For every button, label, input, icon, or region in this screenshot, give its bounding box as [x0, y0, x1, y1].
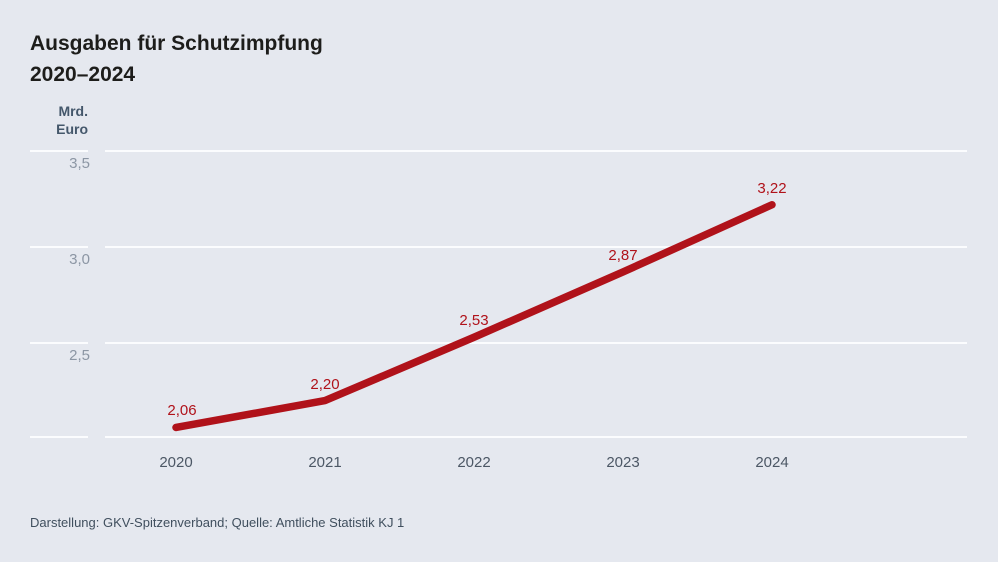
- data-point-label: 2,06: [167, 402, 197, 420]
- y-tick-label: 2,5: [69, 347, 90, 364]
- source-note: Darstellung: GKV-Spitzenverband; Quelle:…: [30, 515, 405, 530]
- chart-title: Ausgaben für Schutzimpfung 2020–2024: [30, 32, 323, 86]
- x-axis-year-label: 2020: [159, 454, 193, 471]
- data-point-label: 2,87: [608, 246, 638, 264]
- data-point-label: 2,20: [310, 375, 340, 393]
- y-tick-label: 3,5: [69, 155, 90, 172]
- x-axis-year-label: 2023: [606, 454, 640, 471]
- y-axis-unit-label: Mrd. Euro: [56, 103, 88, 137]
- x-axis-year-label: 2021: [308, 454, 342, 471]
- data-line: [172, 201, 776, 432]
- data-point-label: 3,22: [757, 179, 787, 197]
- x-axis-year-label: 2022: [457, 454, 491, 471]
- data-point-label: 2,53: [459, 312, 489, 330]
- x-axis-year-label: 2024: [755, 454, 789, 471]
- y-tick-label: 3,0: [69, 251, 90, 268]
